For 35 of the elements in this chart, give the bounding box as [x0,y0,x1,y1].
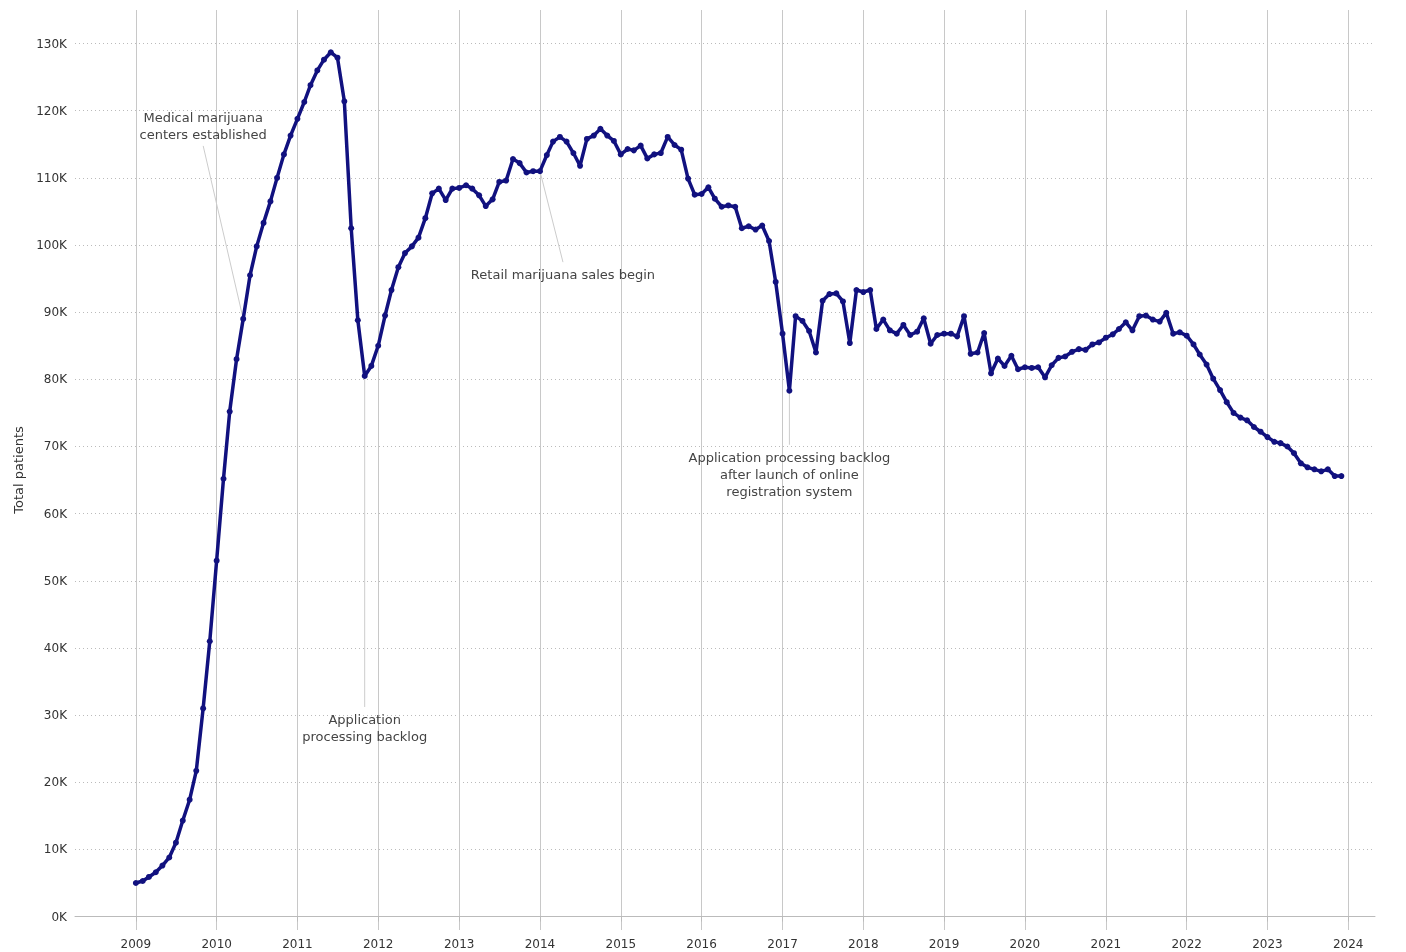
y-tick-label: 20K [43,775,69,790]
y-tick-label: 70K [43,439,69,454]
annotation: Retail marijuana sales begin [470,267,656,283]
x-tick-label: 2009 [120,937,152,951]
y-tick-label: 80K [43,372,69,387]
y-tick-label: 120K [36,103,69,118]
y-tick-label: 110K [36,170,69,185]
x-tick-label: 2017 [767,937,798,951]
annotation: Medical marijuana centers established [139,109,267,142]
y-tick-label: 40K [43,640,69,655]
x-tick-label: 2023 [1252,937,1283,951]
x-tick-label: 2016 [686,937,717,951]
x-tick-label: 2022 [1171,937,1202,951]
x-tick-label: 2010 [201,937,232,951]
x-tick-label: 2024 [1332,937,1364,951]
y-tick-label: 130K [36,36,69,51]
x-tick-label: 2021 [1090,937,1122,951]
y-tick-label: 10K [43,842,69,857]
x-tick-label: 2013 [443,937,475,951]
x-tick-label: 2019 [928,937,960,951]
y-tick-label: 30K [43,708,69,723]
y-tick-label: 0K [51,909,69,924]
x-tick-label: 2011 [282,937,313,951]
y-tick-label: 90K [43,305,69,320]
y-tick-label: 50K [43,573,69,588]
y-tick-label: 100K [36,238,69,253]
x-tick-label: 2014 [524,937,556,951]
x-tick-label: 2015 [605,937,637,951]
y-axis-title: Total patients [11,426,26,515]
annotation: Application processing backlog [302,711,428,744]
x-tick-label: 2018 [848,937,879,951]
y-tick-label: 60K [43,506,69,521]
x-tick-label: 2012 [362,937,394,951]
x-tick-label: 2020 [1009,937,1041,951]
annotation: Application processing backlog after launch of online registration system [688,449,891,499]
